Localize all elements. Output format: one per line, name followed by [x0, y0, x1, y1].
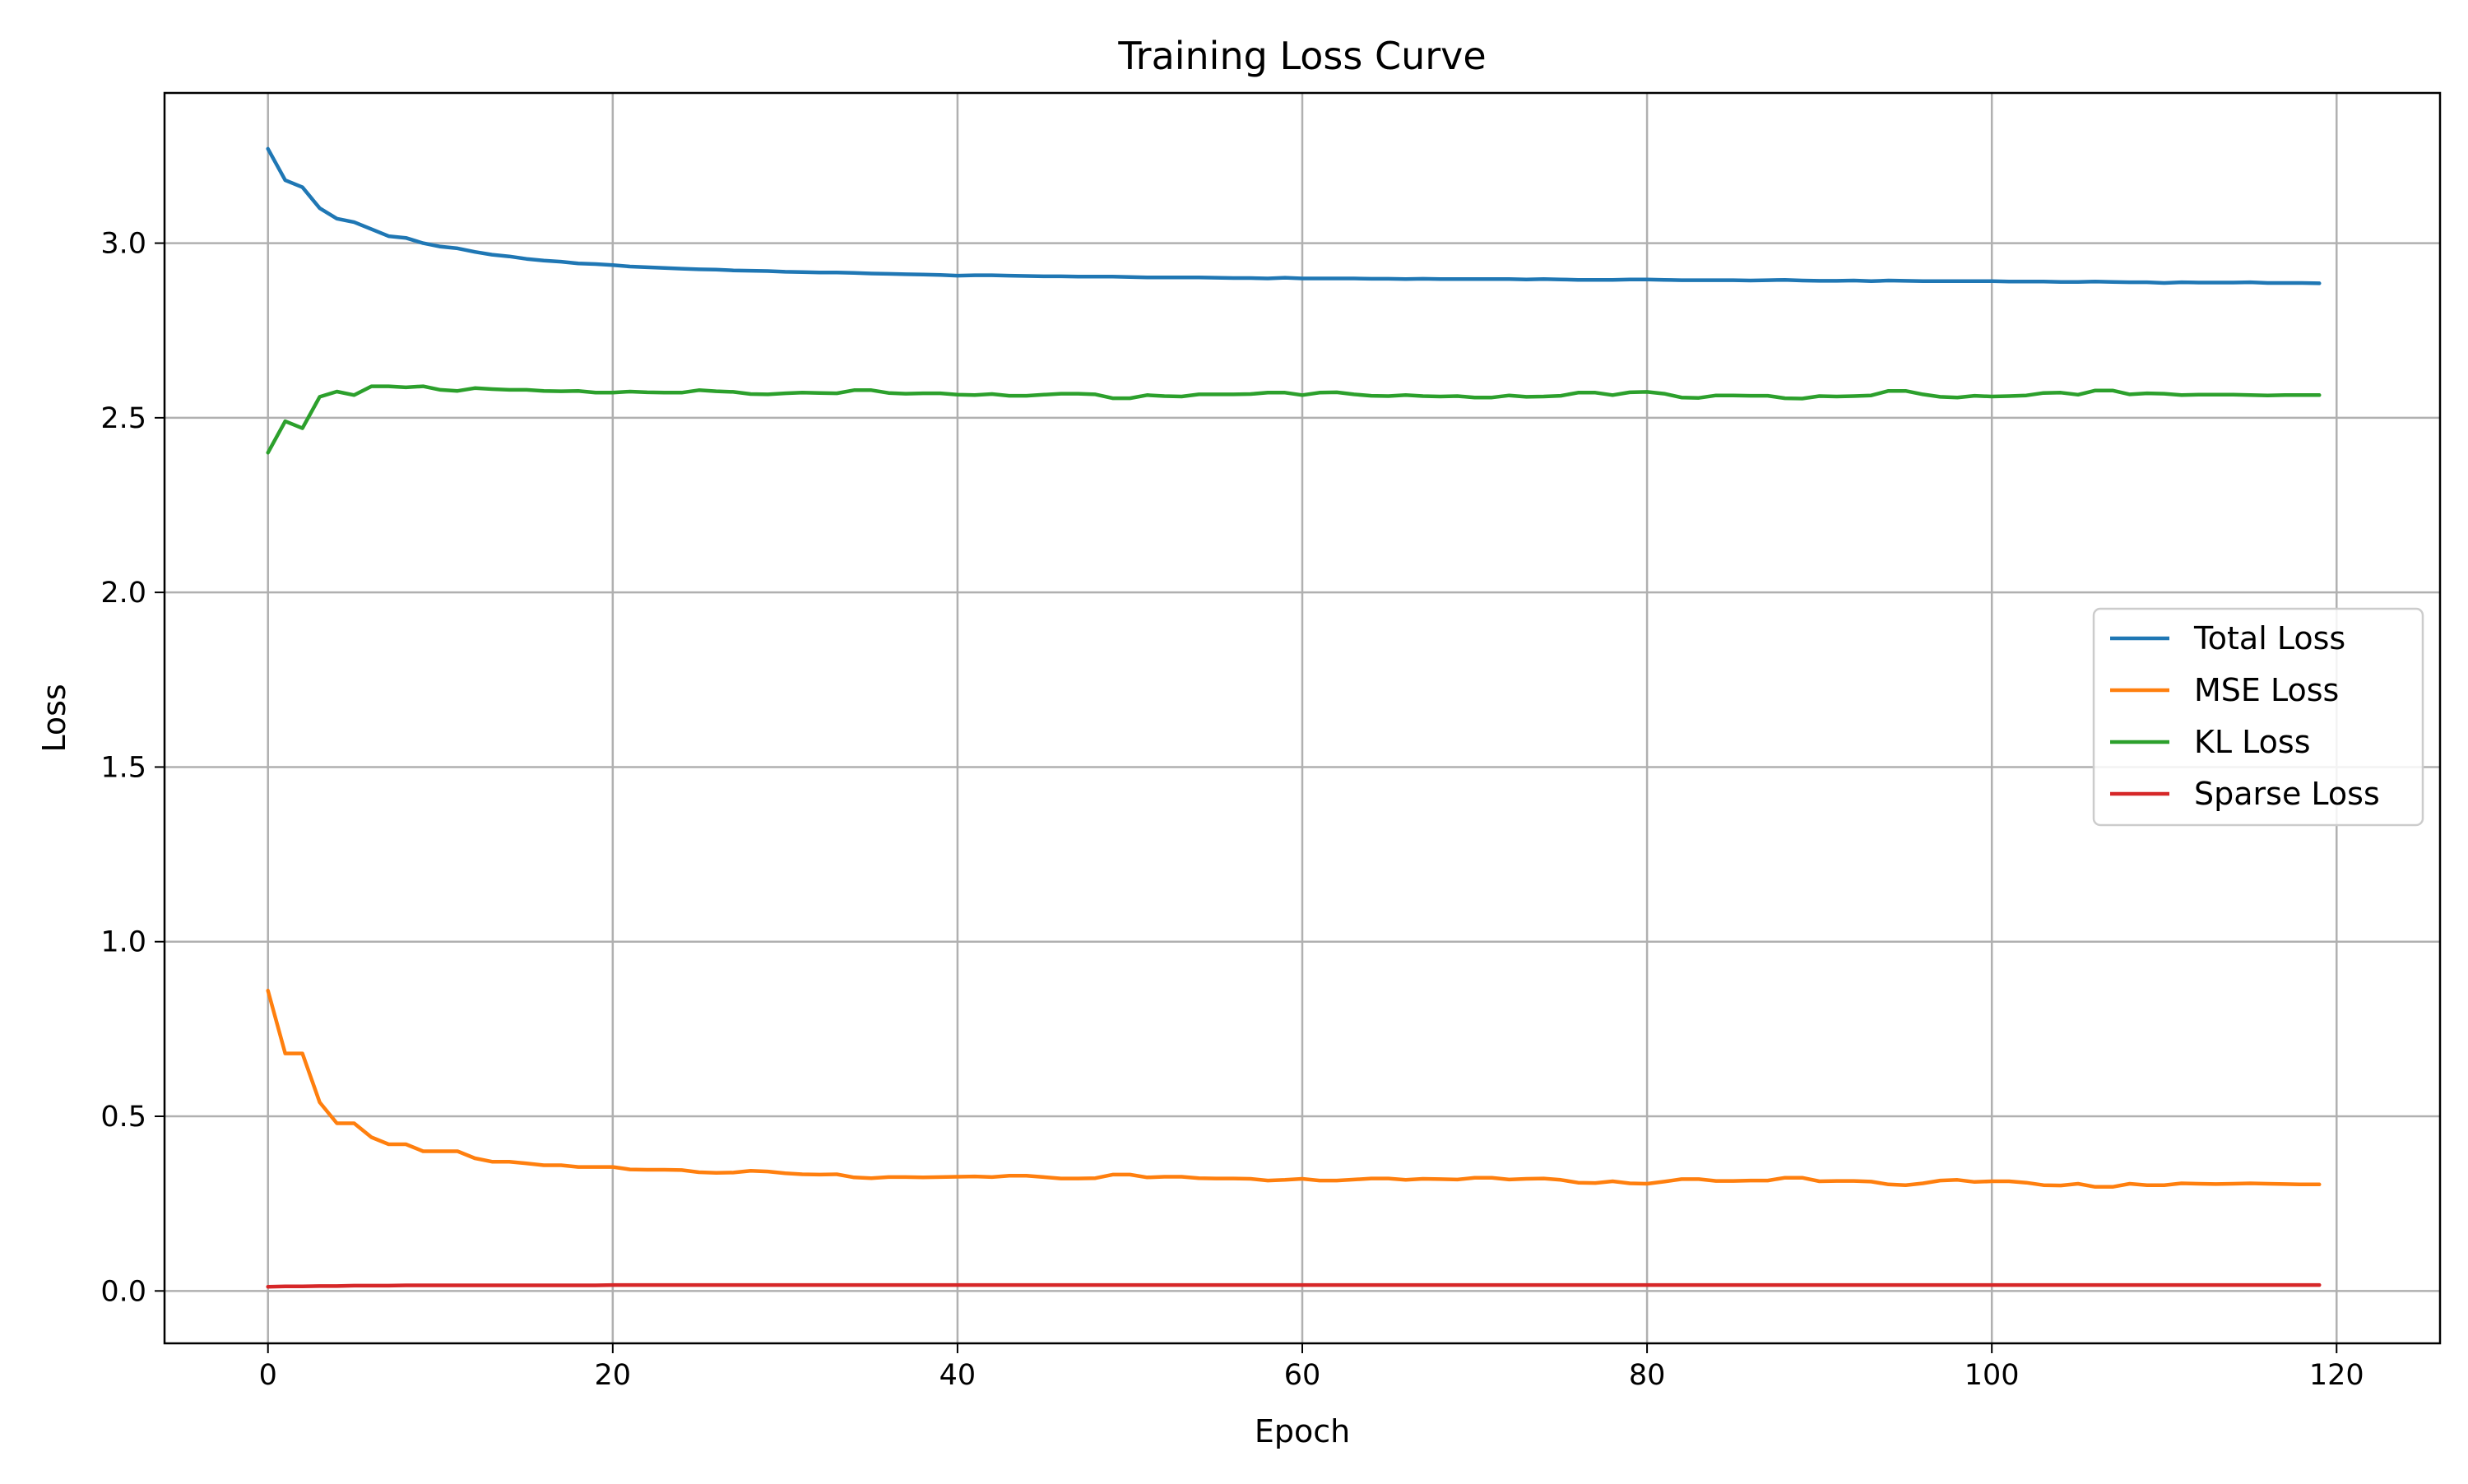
x-tick-label: 40: [939, 1359, 977, 1392]
x-tick-label: 80: [1629, 1359, 1666, 1392]
x-tick-label: 60: [1284, 1359, 1321, 1392]
grid: [165, 93, 2440, 1343]
legend-box: [2092, 607, 2424, 827]
y-axis-label: Loss: [36, 684, 72, 752]
y-tick-label: 0.0: [100, 1275, 146, 1308]
x-tick-label: 100: [1965, 1359, 2020, 1392]
y-tick-label: 3.0: [100, 228, 146, 261]
y-tick-label: 1.0: [100, 926, 146, 959]
y-tick-label: 1.5: [100, 751, 146, 784]
chart-title: Training Loss Curve: [1117, 34, 1486, 78]
legend-label-sparse-loss: Sparse Loss: [2194, 776, 2380, 812]
series-line-total-loss: [266, 146, 2322, 285]
series-lines: [266, 146, 2322, 1289]
x-axis-label: Epoch: [1255, 1413, 1350, 1449]
series-line-sparse-loss: [266, 1282, 2322, 1289]
series-line-kl-loss: [266, 384, 2322, 455]
series-line-mse-loss: [266, 988, 2322, 1190]
axis-ticks: 0 20 40 60 80 100 120 0.0 0.5 1.0 1.5 2.0 2.5 3.0: [100, 228, 2364, 1392]
y-tick-label: 2.0: [100, 577, 146, 610]
legend-label-mse-loss: MSE Loss: [2194, 672, 2339, 708]
legend: Total Loss MSE Loss KL Loss Sparse Loss: [2092, 607, 2424, 827]
y-tick-label: 2.5: [100, 402, 146, 435]
x-tick-label: 120: [2309, 1359, 2364, 1392]
x-tick-label: 0: [259, 1359, 277, 1392]
x-tick-label: 20: [595, 1359, 632, 1392]
legend-label-total-loss: Total Loss: [2193, 620, 2345, 656]
legend-label-kl-loss: KL Loss: [2194, 724, 2311, 760]
y-tick-label: 0.5: [100, 1101, 146, 1134]
